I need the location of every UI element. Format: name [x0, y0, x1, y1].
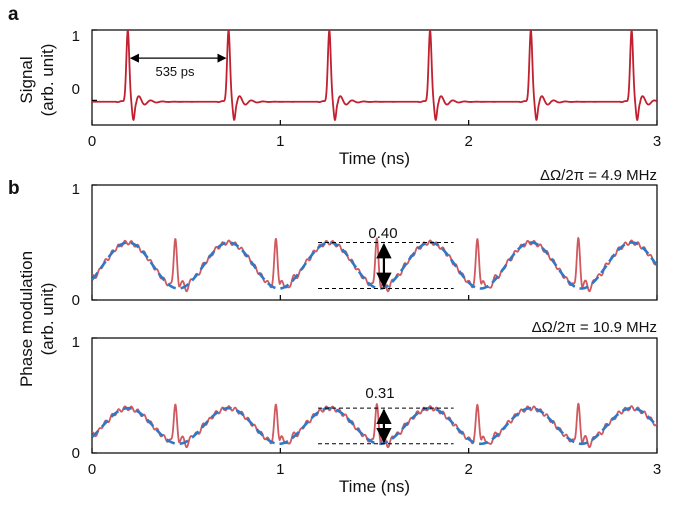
panel-b-upper-condition: ΔΩ/2π = 4.9 MHz: [540, 167, 657, 184]
panel-b-lower-annotation-layer: 0.31: [318, 385, 454, 445]
panel-b-upper-frame: [91, 184, 658, 301]
panel-b-y-axis-title-line1: Phase modulation: [17, 251, 36, 387]
panel-a: 535 ps 0 1 2 3 0 1 Time (ns) Signal (arb…: [17, 28, 661, 168]
panel-a-tick-marks: [91, 29, 658, 125]
panel-a-x-tick-label: 0: [88, 133, 96, 150]
panel-b-upper-series-layer: [92, 237, 657, 293]
panel-b-lower: ΔΩ/2π = 10.9 MHz 0.31 0 1 0 1 2 3 Time (…: [17, 251, 661, 496]
panel-b-upper-series-measured: [92, 237, 657, 293]
panel-b-lower-series-layer: [92, 402, 657, 449]
panel-b-lower-frame: [91, 337, 658, 454]
panel-b-upper-y-tick-label: 1: [72, 181, 80, 198]
panel-a-y-axis-title-line1: Signal: [17, 56, 36, 103]
panel-b-lower-series-measured: [92, 402, 657, 449]
panel-b-letter: b: [8, 178, 20, 199]
panel-a-frame: [91, 29, 658, 126]
panel-a-x-tick-label: 1: [276, 133, 284, 150]
panel-a-letter: a: [8, 4, 19, 25]
panel-b-lower-x-ticks: 0 1 2 3: [88, 461, 661, 478]
panel-b-x-axis-title: Time (ns): [339, 477, 410, 496]
panel-b-lower-tick-marks: [91, 337, 658, 454]
panel-b-lower-x-tick-label: 3: [653, 461, 661, 478]
panel-b-lower-x-tick-label: 2: [465, 461, 473, 478]
panel-b-upper: ΔΩ/2π = 4.9 MHz 0.40 0 1: [72, 167, 658, 309]
panel-a-annotation-text: 535 ps: [155, 64, 195, 79]
panel-b-lower-condition: ΔΩ/2π = 10.9 MHz: [532, 319, 657, 336]
panel-b-upper-y-tick-label: 0: [72, 292, 80, 309]
panel-b-y-axis-title-line2: (arb. unit): [38, 283, 57, 356]
panel-b-lower-x-tick-label: 0: [88, 461, 96, 478]
panel-b-upper-annotation-layer: 0.40: [318, 225, 454, 289]
panel-a-x-tick-label: 3: [653, 133, 661, 150]
panel-a-y-tick-label: 1: [72, 28, 80, 45]
panel-a-y-ticks: 0 1: [72, 28, 80, 98]
panel-b-upper-tick-marks: [91, 184, 658, 301]
panel-a-x-tick-label: 2: [465, 133, 473, 150]
panel-b-lower-y-ticks: 0 1: [72, 334, 80, 462]
panel-b-lower-series-fit: [92, 406, 657, 446]
panel-a-series-layer: [92, 30, 657, 121]
panel-b-lower-y-tick-label: 1: [72, 334, 80, 351]
panel-b-upper-series-fit: [92, 241, 657, 290]
panel-b-upper-annotation-text: 0.40: [368, 225, 397, 242]
panel-a-annotation-layer: 535 ps: [129, 53, 227, 79]
panel-a-y-axis-title-line2: (arb. unit): [38, 44, 57, 117]
panel-b-lower-x-tick-label: 1: [276, 461, 284, 478]
panel-a-x-ticks: 0 1 2 3: [88, 133, 661, 150]
panel-a-x-axis-title: Time (ns): [339, 149, 410, 168]
panel-b-upper-y-ticks: 0 1: [72, 181, 80, 309]
panel-a-series-signal: [92, 30, 657, 121]
panel-b-lower-y-tick-label: 0: [72, 445, 80, 462]
panel-a-y-tick-label: 0: [72, 81, 80, 98]
panel-b-lower-annotation-text: 0.31: [365, 385, 394, 402]
